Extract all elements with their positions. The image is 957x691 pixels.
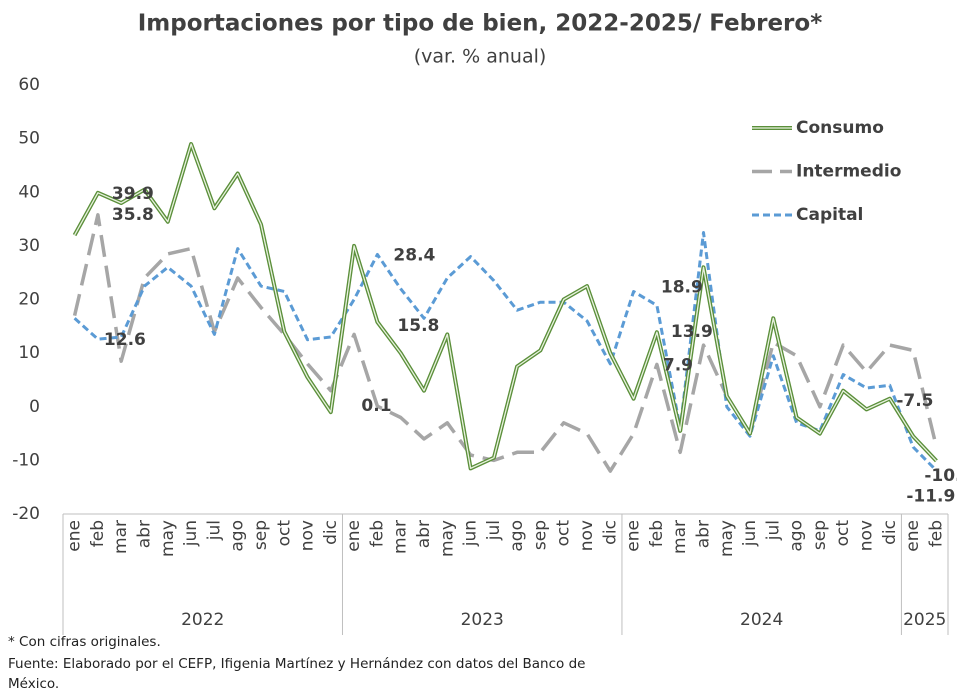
x-tick-label: dic bbox=[880, 520, 900, 545]
year-label: 2022 bbox=[181, 610, 224, 630]
x-tick-label: jul bbox=[204, 520, 224, 541]
x-tick-label: jul bbox=[763, 520, 783, 541]
data-label: 18.9 bbox=[661, 277, 703, 297]
x-tick-label: nov bbox=[298, 520, 318, 551]
x-tick-label: oct bbox=[274, 520, 294, 547]
y-tick-label: 40 bbox=[18, 182, 40, 202]
x-tick-label: dic bbox=[321, 520, 341, 545]
data-label: 0.1 bbox=[361, 396, 391, 416]
x-tick-label: sep bbox=[530, 520, 550, 550]
y-tick-label: 30 bbox=[18, 236, 40, 256]
x-tick-label: dic bbox=[600, 520, 620, 545]
x-tick-label: feb bbox=[88, 520, 108, 547]
chart-title: Importaciones por tipo de bien, 2022-202… bbox=[138, 11, 822, 37]
x-tick-label: nov bbox=[577, 520, 597, 551]
x-tick-label: ene bbox=[344, 520, 364, 552]
y-tick-label: -20 bbox=[12, 504, 40, 524]
x-tick-label: ene bbox=[903, 520, 923, 552]
y-tick-label: 20 bbox=[18, 290, 40, 310]
series-line bbox=[73, 231, 938, 472]
y-tick-label: -10 bbox=[12, 450, 40, 470]
data-label: 28.4 bbox=[393, 245, 435, 265]
x-tick-label: may bbox=[437, 520, 457, 557]
x-tick-label: nov bbox=[856, 520, 876, 551]
x-tick-label: oct bbox=[554, 520, 574, 547]
data-label: -11.9 bbox=[906, 487, 955, 507]
x-tick-label: ago bbox=[228, 520, 248, 552]
year-label: 2023 bbox=[461, 610, 504, 630]
y-tick-label: 50 bbox=[18, 129, 40, 149]
x-tick-label: jun bbox=[461, 520, 481, 547]
note: México. bbox=[8, 676, 59, 691]
data-label: 35.8 bbox=[112, 205, 154, 225]
x-tick-label: feb bbox=[926, 520, 946, 547]
x-tick-label: jun bbox=[181, 520, 201, 547]
y-tick-label: 60 bbox=[18, 75, 40, 95]
x-tick-label: oct bbox=[833, 520, 853, 547]
x-tick-label: mar bbox=[111, 520, 131, 554]
x-tick-label: jun bbox=[740, 520, 760, 547]
series-line-inner bbox=[74, 143, 937, 470]
x-tick-label: sep bbox=[810, 520, 830, 550]
x-tick-label: feb bbox=[647, 520, 667, 547]
note: Fuente: Elaborado por el CEFP, Ifigenia … bbox=[8, 656, 585, 672]
year-label: 2025 bbox=[903, 610, 946, 630]
x-tick-label: ago bbox=[787, 520, 807, 552]
series-line bbox=[72, 142, 938, 471]
x-tick-label: mar bbox=[670, 520, 690, 554]
chart-subtitle: (var. % anual) bbox=[414, 46, 547, 68]
y-tick-label: 10 bbox=[18, 343, 40, 363]
x-tick-label: mar bbox=[391, 520, 411, 554]
x-tick-label: ago bbox=[507, 520, 527, 552]
x-tick-label: may bbox=[158, 520, 178, 557]
data-label: 13.9 bbox=[671, 322, 713, 342]
x-tick-label: jul bbox=[484, 520, 504, 541]
legend-label: Consumo bbox=[796, 118, 884, 138]
data-label: 15.8 bbox=[397, 316, 439, 336]
data-label: 39.9 bbox=[112, 184, 154, 204]
legend-label: Intermedio bbox=[796, 162, 901, 182]
year-label: 2024 bbox=[740, 610, 783, 630]
y-tick-label: 0 bbox=[29, 397, 40, 417]
x-tick-label: ene bbox=[624, 520, 644, 552]
x-tick-label: sep bbox=[251, 520, 271, 550]
data-label: 12.6 bbox=[104, 330, 146, 350]
data-label: -10.1 bbox=[924, 466, 957, 486]
x-tick-label: abr bbox=[135, 520, 155, 548]
data-label: 7.9 bbox=[663, 355, 693, 375]
x-tick-label: feb bbox=[367, 520, 387, 547]
data-label: -7.5 bbox=[896, 391, 933, 411]
x-tick-label: ene bbox=[65, 520, 85, 552]
x-tick-label: abr bbox=[693, 520, 713, 548]
note: * Con cifras originales. bbox=[8, 634, 161, 650]
series-line bbox=[72, 213, 939, 473]
x-tick-label: abr bbox=[414, 520, 434, 548]
legend-label: Capital bbox=[796, 205, 863, 225]
x-tick-label: may bbox=[717, 520, 737, 557]
